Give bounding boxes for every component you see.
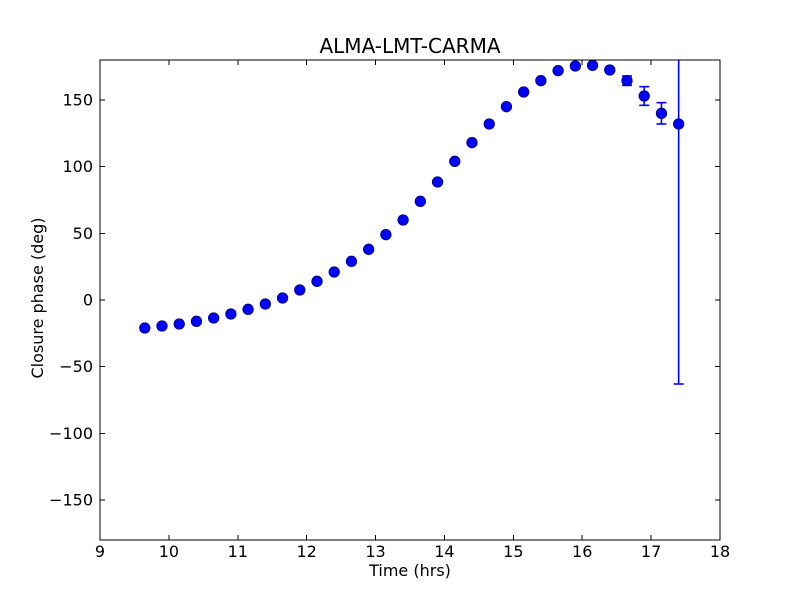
data-point xyxy=(535,75,547,87)
axis-ticks xyxy=(99,60,721,540)
data-point xyxy=(449,155,461,167)
y-tick-label: 0 xyxy=(83,291,93,310)
y-tick-label: 50 xyxy=(73,224,93,243)
data-point xyxy=(431,176,444,188)
x-tick-labels: 9 10 11 12 13 14 15 16 17 18 xyxy=(95,542,730,561)
data-point xyxy=(363,243,375,255)
x-tick-label: 11 xyxy=(228,542,248,561)
data-points xyxy=(139,60,685,334)
data-point xyxy=(225,308,237,320)
data-point xyxy=(397,214,409,226)
x-tick-label: 18 xyxy=(710,542,730,561)
y-tick-label: 150 xyxy=(62,91,93,110)
data-point xyxy=(569,60,581,72)
error-bars xyxy=(622,60,684,385)
y-tick-label: −150 xyxy=(49,491,93,510)
data-point xyxy=(638,90,650,102)
data-point xyxy=(173,318,185,330)
data-point xyxy=(466,137,478,149)
x-axis-label: Time (hrs) xyxy=(369,561,451,580)
data-point xyxy=(500,101,513,113)
data-point xyxy=(655,107,668,119)
data-point xyxy=(208,312,220,324)
y-tick-label: 100 xyxy=(62,157,93,176)
chart-title: ALMA-LMT-CARMA xyxy=(319,34,501,58)
data-point xyxy=(380,229,392,241)
data-point xyxy=(294,284,306,296)
x-tick-label: 16 xyxy=(572,542,592,561)
y-axis-label: Closure phase (deg) xyxy=(28,217,47,379)
data-point xyxy=(483,118,495,130)
x-tick-label: 12 xyxy=(296,542,316,561)
data-point xyxy=(328,266,340,278)
data-point xyxy=(586,60,599,71)
x-tick-label: 13 xyxy=(365,542,385,561)
data-point xyxy=(139,322,151,334)
data-point xyxy=(190,315,203,327)
data-point xyxy=(604,64,616,76)
data-point xyxy=(673,118,685,130)
x-tick-label: 17 xyxy=(641,542,661,561)
data-point xyxy=(311,275,323,287)
x-tick-label: 9 xyxy=(95,542,105,561)
data-point xyxy=(552,65,564,77)
data-point xyxy=(156,320,168,332)
data-point xyxy=(259,298,271,310)
x-tick-label: 14 xyxy=(434,542,454,561)
data-point xyxy=(242,303,254,315)
data-point xyxy=(621,75,633,87)
x-tick-label: 15 xyxy=(503,542,523,561)
y-tick-label: −100 xyxy=(49,424,93,443)
y-tick-label: −50 xyxy=(59,357,93,376)
y-tick-labels: −150 −100 −50 0 50 100 150 xyxy=(49,91,93,510)
data-point xyxy=(276,292,289,304)
x-tick-label: 10 xyxy=(159,542,179,561)
axes-frame xyxy=(99,59,721,541)
data-point xyxy=(518,86,530,98)
data-point xyxy=(414,195,426,207)
data-point xyxy=(345,255,358,267)
